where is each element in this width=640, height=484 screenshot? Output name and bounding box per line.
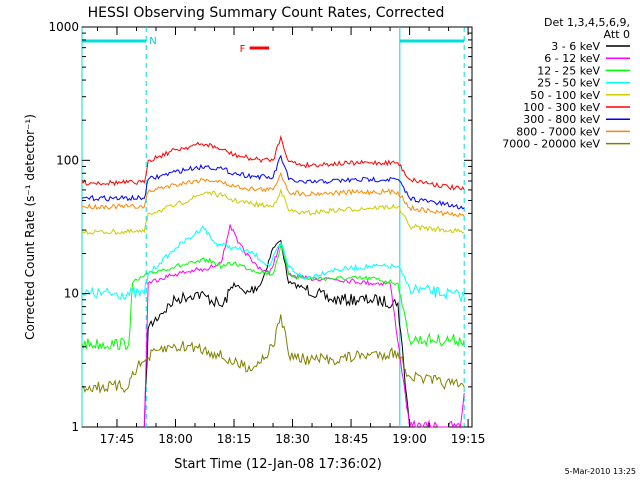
series-line-0	[143, 239, 411, 428]
x-tick-label-4: 18:45	[334, 432, 369, 446]
legend-header-line-1: Det 1,3,4,5,6,9,	[544, 16, 630, 29]
series-line-1	[143, 224, 465, 429]
y-tick-label-0: 1	[71, 420, 79, 434]
series-lines	[81, 134, 465, 429]
y-axis: 1 10 100 1000	[48, 20, 472, 434]
y-axis-label: Corrected Count Rate (s⁻¹ detector⁻¹)	[23, 114, 37, 340]
series-line-8	[81, 314, 465, 395]
x-tick-label-6: 19:15	[451, 432, 486, 446]
y-tick-label-2: 100	[56, 153, 79, 167]
y-tick-label-3: 1000	[48, 20, 79, 34]
x-tick-label-0: 17:45	[100, 432, 135, 446]
legend-header-line-2: Att 0	[604, 28, 630, 41]
legend-label-7: 800 - 7000 keV	[516, 125, 600, 138]
timestamp: 5-Mar-2010 13:25	[565, 467, 636, 476]
series-line-4	[81, 187, 465, 236]
y-tick-label-1: 10	[64, 287, 79, 301]
chart-title: HESSI Observing Summary Count Rates, Cor…	[88, 5, 445, 21]
series-line-7	[81, 171, 465, 218]
legend-label-8: 7000 - 20000 keV	[502, 138, 600, 151]
x-tick-label-5: 19:00	[392, 432, 427, 446]
legend-label-0: 3 - 6 keV	[551, 40, 600, 53]
x-axis-label: Start Time (12-Jan-08 17:36:02)	[174, 457, 382, 472]
legend-label-1: 6 - 12 keV	[544, 52, 600, 65]
x-tick-label-3: 18:30	[275, 432, 310, 446]
legend-label-5: 100 - 300 keV	[523, 101, 600, 114]
legend-label-3: 25 - 50 keV	[537, 77, 600, 90]
x-tick-label-1: 18:00	[158, 432, 193, 446]
night-intervals	[81, 27, 465, 427]
night-label: N	[149, 36, 156, 47]
series-line-6	[81, 154, 465, 210]
legend-label-4: 50 - 100 keV	[530, 89, 600, 102]
series-line-2	[81, 243, 465, 351]
x-axis: 17:45 18:00 18:15 18:30 18:45 19:00 19:15	[96, 27, 486, 446]
flare-label: F	[240, 44, 246, 55]
series-line-5	[81, 134, 465, 191]
legend-label-2: 12 - 25 keV	[537, 64, 600, 77]
legend-label-6: 300 - 800 keV	[523, 113, 600, 126]
series-line-3	[81, 225, 465, 302]
x-tick-label-2: 18:15	[217, 432, 252, 446]
